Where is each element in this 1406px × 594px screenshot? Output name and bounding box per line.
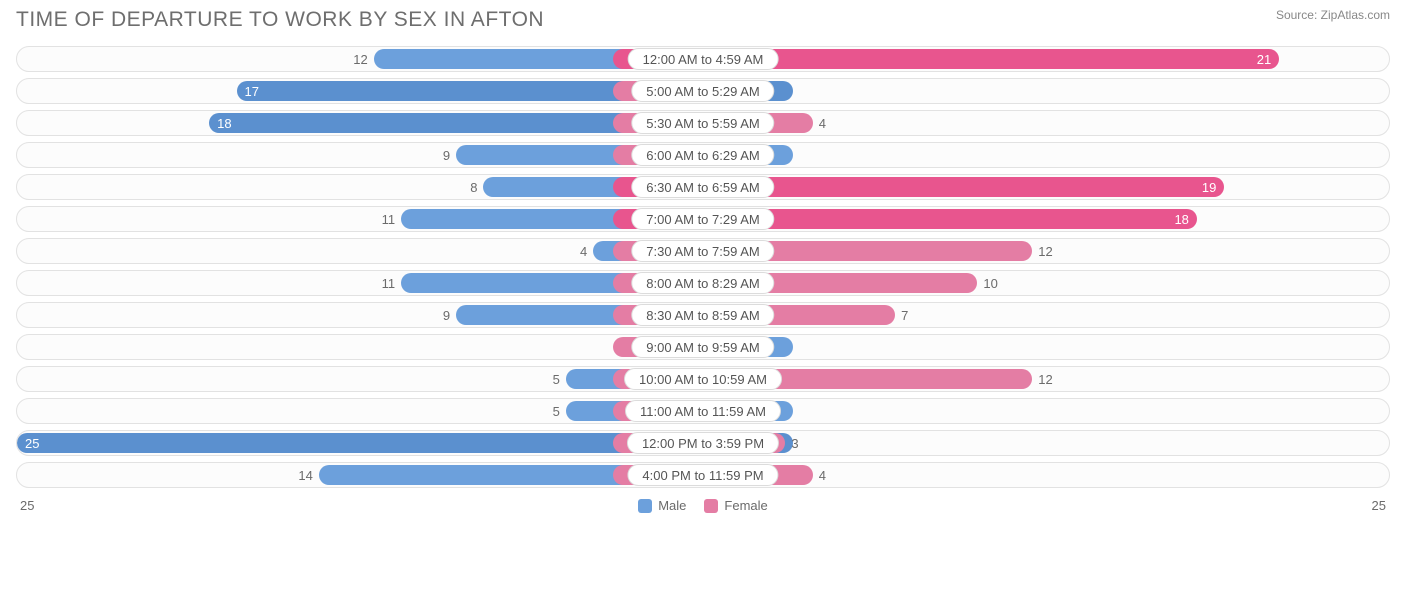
bar-value-male: 18 [217, 116, 231, 131]
bar-value-female: 7 [901, 303, 908, 327]
bar-value-male: 8 [470, 175, 477, 199]
chart-header: TIME OF DEPARTURE TO WORK BY SEX IN AFTO… [12, 8, 1394, 32]
row-label: 9:00 AM to 9:59 AM [631, 336, 774, 358]
bar-row: 11 10 8:00 AM to 8:29 AM [16, 270, 1390, 296]
legend-label-female: Female [724, 498, 767, 513]
row-label: 6:30 AM to 6:59 AM [631, 176, 774, 198]
row-label: 5:00 AM to 5:29 AM [631, 80, 774, 102]
axis-right-max: 25 [1372, 498, 1386, 513]
row-label: 7:00 AM to 7:29 AM [631, 208, 774, 230]
bar-value-female: 4 [819, 111, 826, 135]
row-label: 5:30 AM to 5:59 AM [631, 112, 774, 134]
row-label: 8:30 AM to 8:59 AM [631, 304, 774, 326]
row-label: 4:00 PM to 11:59 PM [627, 464, 778, 486]
bar-value-male: 14 [298, 463, 312, 487]
bar-value-female: 19 [1202, 180, 1216, 195]
legend-swatch-female [704, 499, 718, 513]
legend-label-male: Male [658, 498, 686, 513]
bar-row: 18 11 7:00 AM to 7:29 AM [16, 206, 1390, 232]
bar-value-female: 4 [819, 463, 826, 487]
bar-row: 926:00 AM to 6:29 AM [16, 142, 1390, 168]
bar-value-male: 9 [443, 143, 450, 167]
row-label: 8:00 AM to 8:29 AM [631, 272, 774, 294]
chart-title: TIME OF DEPARTURE TO WORK BY SEX IN AFTO… [16, 8, 544, 32]
row-label: 12:00 PM to 3:59 PM [627, 432, 779, 454]
bar-row: 5011:00 AM to 11:59 AM [16, 398, 1390, 424]
bar-row: 19 8 6:30 AM to 6:59 AM [16, 174, 1390, 200]
legend-item-female: Female [704, 498, 767, 513]
chart-source: Source: ZipAtlas.com [1276, 8, 1390, 22]
bar-value-male: 5 [553, 399, 560, 423]
bar-value-female: 12 [1038, 239, 1052, 263]
bar-value-male: 9 [443, 303, 450, 327]
chart-footer: 25 Male Female 25 [12, 498, 1394, 519]
bar-value-female: 10 [983, 271, 997, 295]
bar-value-male: 11 [382, 271, 396, 295]
bar-value-male: 12 [353, 47, 367, 71]
axis-left-max: 25 [20, 498, 34, 513]
bar-value-female: 12 [1038, 367, 1052, 391]
bar-row: 029:00 AM to 9:59 AM [16, 334, 1390, 360]
bar-row: 4 12 7:30 AM to 7:59 AM [16, 238, 1390, 264]
bar-value-male: 25 [25, 436, 39, 451]
row-label: 12:00 AM to 4:59 AM [628, 48, 779, 70]
bar-row: 25 3 12:00 PM to 3:59 PM [16, 430, 1390, 456]
bar-row: 21 12 12:00 AM to 4:59 AM [16, 46, 1390, 72]
bar-value-male: 4 [580, 239, 587, 263]
bar-row: 18 4 5:30 AM to 5:59 AM [16, 110, 1390, 136]
bar-value-female: 3 [791, 431, 798, 455]
bar-value-female: 21 [1257, 52, 1271, 67]
legend-item-male: Male [638, 498, 686, 513]
row-label: 11:00 AM to 11:59 AM [625, 400, 781, 422]
chart-container: TIME OF DEPARTURE TO WORK BY SEX IN AFTO… [0, 0, 1406, 594]
legend-swatch-male [638, 499, 652, 513]
bar-row: 14 4 4:00 PM to 11:59 PM [16, 462, 1390, 488]
row-label: 6:00 AM to 6:29 AM [631, 144, 774, 166]
row-label: 7:30 AM to 7:59 AM [631, 240, 774, 262]
bar-value-male: 17 [245, 84, 259, 99]
bar-row: 9 7 8:30 AM to 8:59 AM [16, 302, 1390, 328]
chart-rows: 21 12 12:00 AM to 4:59 AM 1705:00 AM to 5:2… [12, 46, 1394, 488]
bar-row: 1705:00 AM to 5:29 AM [16, 78, 1390, 104]
row-label: 10:00 AM to 10:59 AM [624, 368, 782, 390]
bar-row: 5 12 10:00 AM to 10:59 AM [16, 366, 1390, 392]
bar-value-female: 18 [1174, 212, 1188, 227]
bar-value-male: 5 [553, 367, 560, 391]
legend: Male Female [638, 498, 768, 513]
bar-value-male: 11 [382, 207, 396, 231]
